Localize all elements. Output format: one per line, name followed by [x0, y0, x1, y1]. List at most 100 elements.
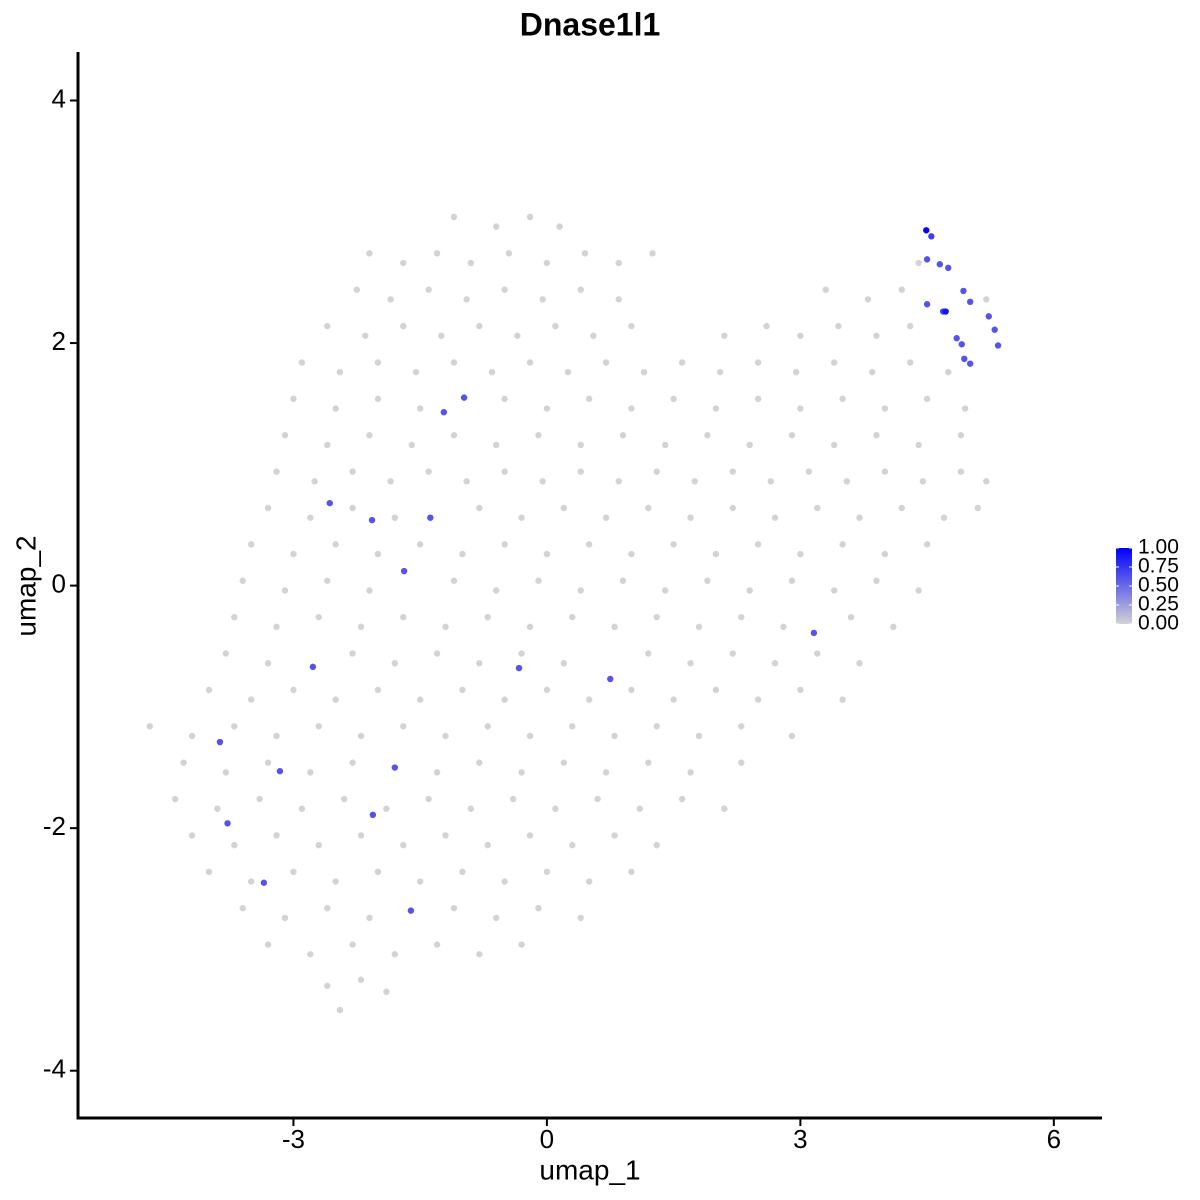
point [873, 577, 880, 584]
point [467, 259, 475, 267]
point [518, 769, 525, 776]
point [248, 878, 255, 885]
point [349, 650, 356, 657]
point [290, 868, 297, 876]
point [923, 541, 931, 548]
point [369, 811, 377, 819]
point [661, 441, 669, 449]
point [552, 322, 559, 330]
point [577, 286, 584, 293]
point [535, 432, 542, 439]
point [670, 696, 677, 703]
point [493, 587, 500, 594]
point [374, 868, 382, 876]
point [594, 795, 601, 803]
point [615, 296, 622, 303]
point [146, 723, 154, 730]
point [881, 550, 889, 558]
point [326, 499, 333, 507]
point [814, 650, 821, 657]
point [476, 660, 483, 667]
point [273, 468, 280, 475]
point [940, 514, 948, 521]
colorbar-tick-label: 0.50 [1138, 574, 1179, 597]
point [729, 504, 736, 512]
point [960, 287, 967, 295]
point [188, 732, 196, 740]
point [307, 514, 314, 521]
point [628, 322, 635, 330]
point [442, 832, 449, 839]
point [484, 613, 491, 621]
point [564, 368, 572, 376]
point [953, 335, 960, 342]
point [276, 767, 284, 775]
point [400, 259, 407, 267]
point [222, 650, 230, 657]
point [307, 769, 314, 776]
point [797, 550, 804, 558]
point [788, 732, 796, 740]
point [488, 368, 496, 376]
point [585, 696, 593, 703]
point [729, 468, 736, 475]
point [425, 286, 432, 293]
point [645, 504, 652, 512]
point [628, 405, 635, 412]
point [290, 550, 297, 558]
point [273, 732, 280, 740]
point [366, 250, 373, 257]
point [412, 368, 420, 376]
colorbar-tick-label: 0.25 [1138, 593, 1179, 616]
chart-title: Dnase1l1 [520, 6, 661, 42]
point [754, 359, 762, 366]
point [407, 907, 415, 914]
point [898, 286, 905, 293]
point [936, 261, 943, 268]
point [459, 868, 466, 876]
point [366, 432, 373, 439]
point [248, 696, 255, 703]
point [780, 623, 787, 631]
point [983, 478, 990, 485]
point [868, 368, 876, 376]
point [607, 675, 614, 683]
point [408, 441, 415, 449]
point [535, 904, 542, 912]
y-tick-label: 4 [52, 83, 66, 113]
point [476, 759, 483, 766]
point [678, 795, 686, 803]
point [281, 432, 289, 439]
point [822, 286, 829, 293]
point [383, 988, 390, 996]
point [239, 904, 246, 912]
point [771, 514, 779, 521]
point [332, 541, 339, 548]
point [788, 577, 796, 584]
colorbar-tick-label: 1.00 [1138, 536, 1179, 559]
y-tick-label: 2 [52, 326, 66, 356]
x-tick-label: 6 [1047, 1124, 1061, 1154]
point [687, 769, 694, 776]
point [357, 623, 365, 631]
point [357, 832, 365, 839]
point [315, 613, 322, 621]
point [171, 795, 179, 803]
point [505, 250, 513, 257]
point [746, 441, 753, 449]
point [459, 550, 466, 558]
point [835, 322, 842, 330]
point [721, 332, 728, 339]
point [670, 395, 677, 403]
point [281, 914, 289, 922]
point [581, 250, 589, 257]
point [324, 577, 331, 584]
point [847, 613, 855, 621]
point [264, 941, 272, 948]
point [649, 250, 656, 257]
point [459, 686, 466, 694]
point [425, 795, 432, 803]
point [543, 868, 551, 876]
point [881, 405, 889, 412]
